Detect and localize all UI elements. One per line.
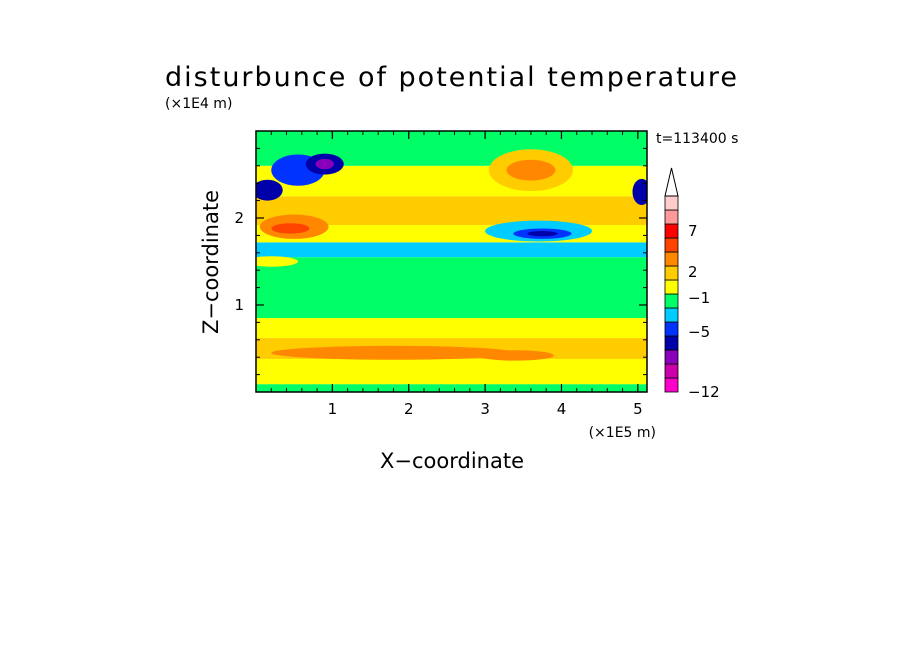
plot-frame xyxy=(255,130,648,393)
colorbar-swatch-2 xyxy=(664,349,679,365)
heat-feature-11 xyxy=(632,178,647,205)
x-tick-label-2: 3 xyxy=(480,400,490,418)
colorbar-swatch-8 xyxy=(664,265,679,281)
colorbar-swatch-13 xyxy=(664,195,679,211)
colorbar: 7 2 −1 −5 −12 xyxy=(664,167,720,401)
y-tick-label-1: 2 xyxy=(234,209,244,227)
x-tick-label-0: 1 xyxy=(328,400,338,418)
heat-feature-6 xyxy=(271,223,310,234)
colorbar-label-2: −1 xyxy=(688,289,710,307)
x-tick-label-3: 4 xyxy=(557,400,567,418)
heat-feature-16 xyxy=(256,256,298,267)
heat-band-3 xyxy=(256,318,647,339)
heat-feature-1 xyxy=(506,159,556,181)
heat-band-1 xyxy=(256,358,647,385)
colorbar-swatch-9 xyxy=(664,251,679,267)
colorbar-label-1: 2 xyxy=(688,263,698,281)
colorbar-swatch-12 xyxy=(664,209,679,225)
heat-band-5 xyxy=(256,242,647,258)
colorbar-label-0: 7 xyxy=(688,222,698,240)
heat-feature-9 xyxy=(315,158,334,170)
y-unit-label: (×1E4 m) xyxy=(165,96,232,112)
axis-ticks: 1 2 3 4 5 1 2 xyxy=(234,131,647,418)
colorbar-swatch-0 xyxy=(664,377,679,393)
heat-feature-10 xyxy=(256,179,283,201)
colorbar-swatch-7 xyxy=(664,279,679,295)
heatmap-field xyxy=(256,131,647,392)
colorbar-label-4: −12 xyxy=(688,383,720,401)
x-tick-label-1: 2 xyxy=(404,400,414,418)
colorbar-swatch-11 xyxy=(664,223,679,239)
colorbar-swatch-10 xyxy=(664,237,679,253)
x-axis-label: X−coordinate xyxy=(380,449,524,473)
x-unit-label: (×1E5 m) xyxy=(589,425,656,441)
heat-feature-15 xyxy=(317,245,425,257)
chart-title: disturbunce of potential temperature xyxy=(165,62,739,93)
y-axis-label: Z−coordinate xyxy=(199,190,223,334)
colorbar-label-3: −5 xyxy=(688,323,710,341)
colorbar-swatch-5 xyxy=(664,307,679,323)
heat-feature-13 xyxy=(477,350,554,361)
heat-band-0 xyxy=(256,384,647,392)
heat-feature-4 xyxy=(527,231,558,237)
heat-feature-14 xyxy=(515,263,647,278)
x-tick-label-4: 5 xyxy=(633,400,643,418)
colorbar-swatch-1 xyxy=(664,363,679,379)
colorbar-swatch-3 xyxy=(664,335,679,351)
colorbar-swatch-6 xyxy=(664,293,679,309)
colorbar-swatch-4 xyxy=(664,321,679,337)
colorbar-extend-arrow xyxy=(664,167,679,197)
heat-feature-12 xyxy=(271,345,516,360)
time-label: t=113400 s xyxy=(656,131,738,147)
y-tick-label-0: 1 xyxy=(234,296,244,314)
